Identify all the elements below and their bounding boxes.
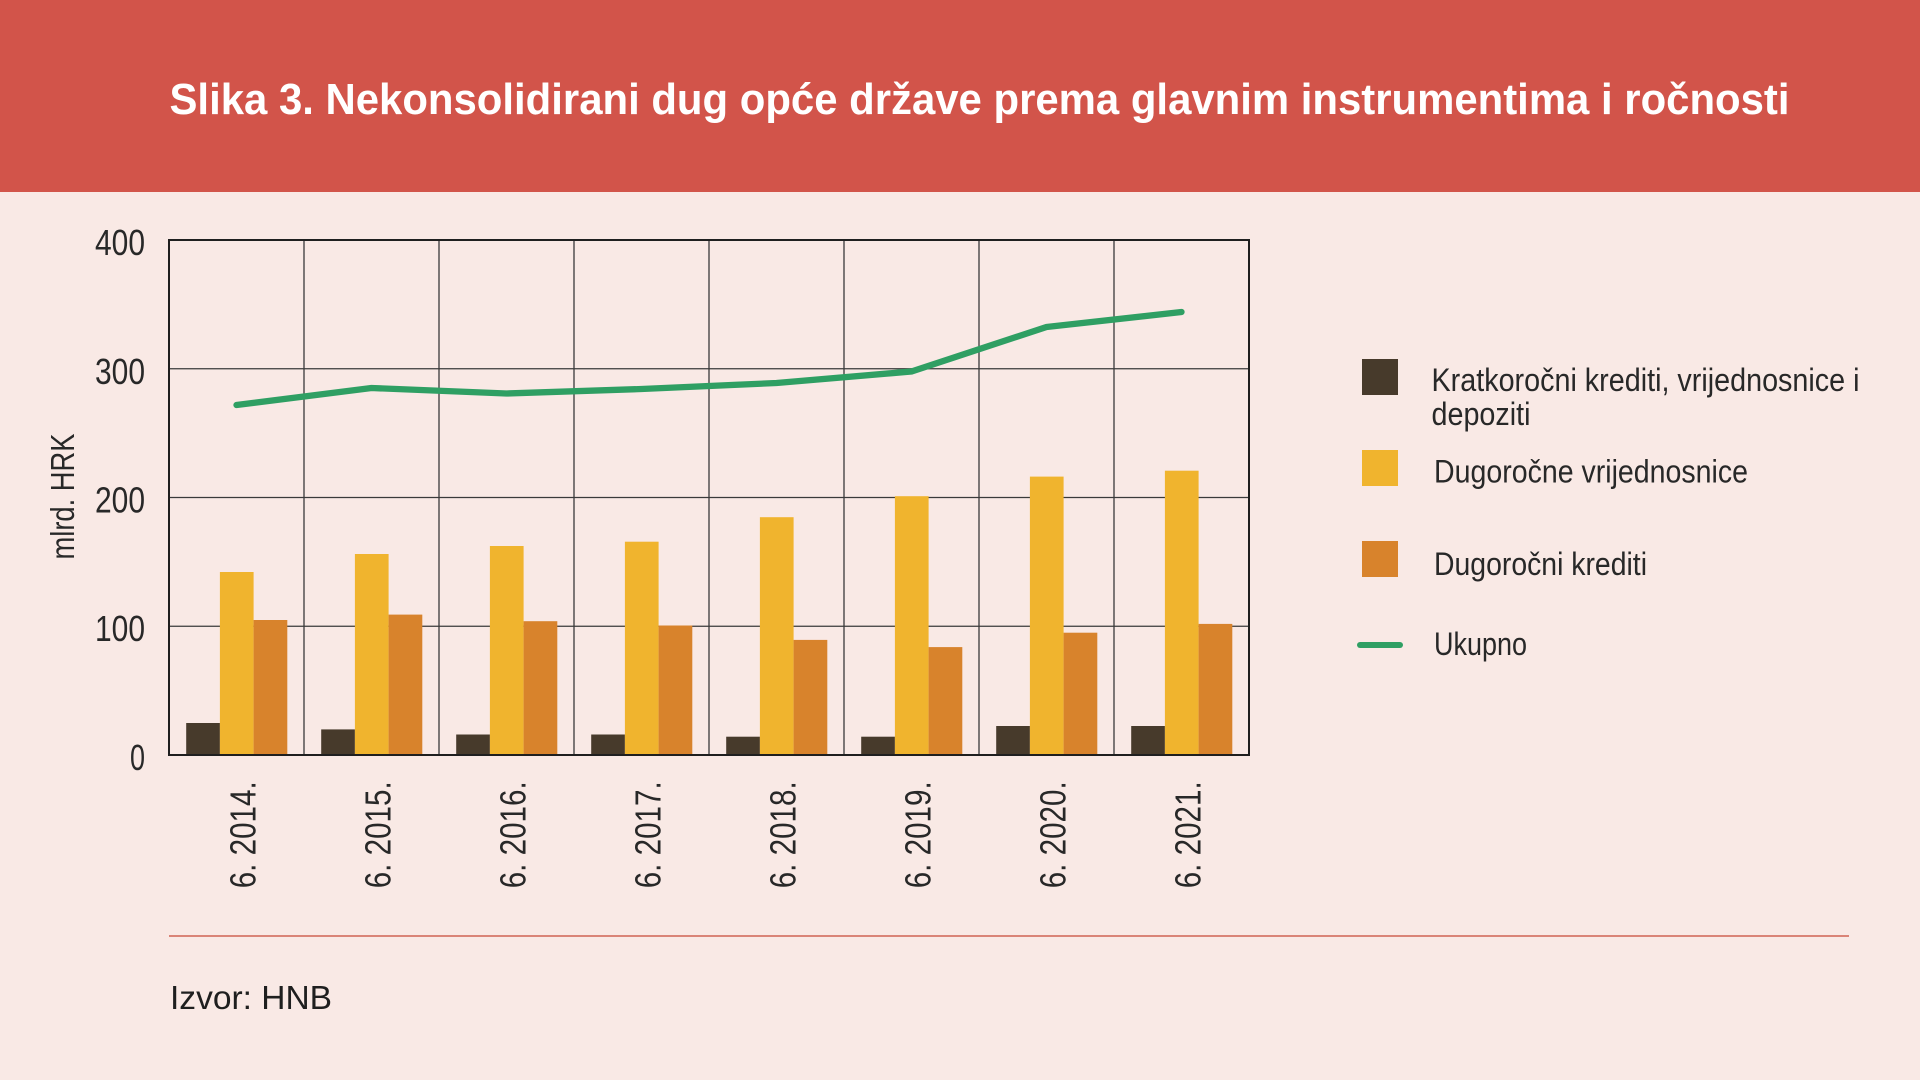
svg-text:Dugoročne vrijednosnice: Dugoročne vrijednosnice (1434, 454, 1748, 490)
svg-text:400: 400 (95, 222, 145, 263)
svg-text:6. 2019.: 6. 2019. (898, 781, 939, 888)
svg-text:Dugoročni krediti: Dugoročni krediti (1434, 546, 1647, 582)
svg-text:6. 2015.: 6. 2015. (358, 781, 399, 888)
svg-text:200: 200 (95, 480, 145, 521)
svg-text:6. 2017.: 6. 2017. (628, 781, 669, 888)
svg-text:Slika 3. Nekonsolidirani dug o: Slika 3. Nekonsolidirani dug opće države… (170, 75, 1790, 124)
svg-text:mlrd. HRK: mlrd. HRK (44, 434, 81, 560)
svg-text:6. 2018.: 6. 2018. (763, 781, 804, 888)
svg-text:6. 2016.: 6. 2016. (493, 781, 534, 888)
svg-text:depoziti: depoziti (1432, 396, 1531, 432)
svg-text:Ukupno: Ukupno (1434, 626, 1527, 662)
svg-text:6. 2021.: 6. 2021. (1168, 781, 1209, 888)
svg-text:100: 100 (95, 608, 145, 649)
svg-text:0: 0 (130, 737, 145, 778)
svg-text:Izvor: HNB: Izvor: HNB (170, 979, 332, 1016)
svg-text:6. 2014.: 6. 2014. (223, 781, 264, 888)
svg-text:300: 300 (95, 351, 145, 392)
svg-text:Kratkoročni krediti, vrijednos: Kratkoročni krediti, vrijednosnice i (1432, 362, 1860, 398)
svg-text:6. 2020.: 6. 2020. (1033, 781, 1074, 888)
